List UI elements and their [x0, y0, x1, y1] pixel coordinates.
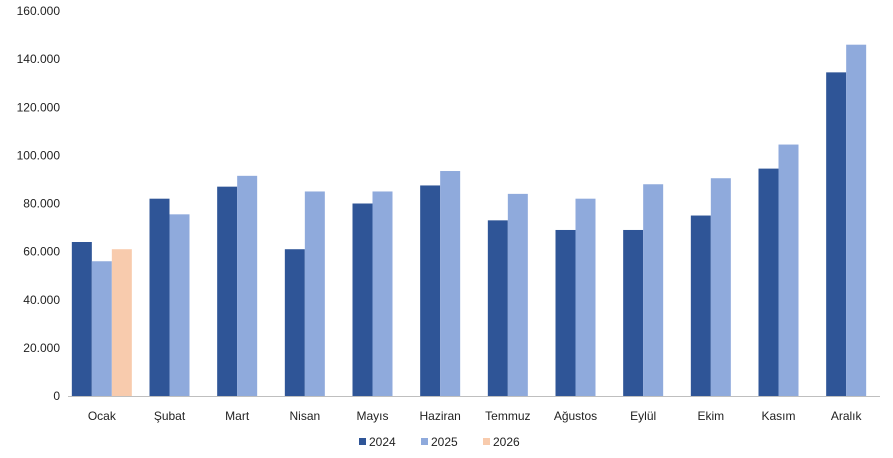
- bar-2025: [575, 198, 596, 396]
- bar-2024: [352, 203, 373, 396]
- legend: 2024 2025 2026: [359, 435, 520, 449]
- x-tick-label: Ocak: [88, 409, 117, 423]
- bar-2025: [507, 193, 528, 396]
- x-tick-label: Ekim: [697, 409, 724, 423]
- y-tick-label: 140.000: [17, 52, 61, 66]
- y-tick-label: 20.000: [23, 341, 60, 355]
- bar-2025: [440, 171, 461, 396]
- legend-label: 2026: [493, 435, 520, 449]
- bars: [71, 44, 867, 396]
- y-tick-label: 160.000: [17, 4, 61, 18]
- bar-2025: [643, 184, 664, 396]
- bar-2025: [237, 175, 258, 396]
- bar-2025: [778, 144, 799, 396]
- x-tick-label: Aralık: [831, 409, 863, 423]
- x-tick-label: Temmuz: [485, 409, 530, 423]
- bar-2025: [304, 191, 325, 396]
- bar-2025: [710, 178, 731, 396]
- bar-2024: [217, 186, 238, 396]
- x-tick-label: Haziran: [419, 409, 460, 423]
- legend-swatch-2025: [421, 438, 428, 445]
- legend-swatch-2026: [483, 438, 490, 445]
- y-tick-label: 40.000: [23, 293, 60, 307]
- legend-label: 2025: [431, 435, 458, 449]
- y-tick-label: 120.000: [17, 100, 61, 114]
- bar-2024: [758, 168, 779, 396]
- bar-2024: [284, 249, 305, 396]
- x-axis: Ocak Şubat Mart Nisan Mayıs Haziran Temmuz Ağus…: [88, 409, 863, 423]
- bar-2025: [169, 214, 190, 396]
- bar-2025: [846, 44, 867, 396]
- x-tick-label: Eylül: [630, 409, 656, 423]
- bar-2024: [71, 242, 92, 396]
- bar-2025: [91, 261, 112, 396]
- bar-2026: [111, 249, 132, 396]
- legend-swatch-2024: [359, 438, 366, 445]
- legend-label: 2024: [369, 435, 396, 449]
- bar-2024: [690, 215, 711, 396]
- bar-2024: [149, 198, 170, 396]
- y-tick-label: 0: [53, 389, 60, 403]
- bar-2024: [487, 220, 508, 396]
- bar-2024: [420, 185, 441, 396]
- bar-2025: [372, 191, 393, 396]
- y-tick-label: 100.000: [17, 148, 61, 162]
- x-tick-label: Nisan: [289, 409, 320, 423]
- x-tick-label: Şubat: [154, 409, 186, 423]
- y-tick-label: 60.000: [23, 245, 60, 259]
- x-tick-label: Mayıs: [356, 409, 388, 423]
- y-axis: 0 20.000 40.000 60.000 80.000 100.000 120.000 1…: [17, 4, 61, 403]
- y-tick-label: 80.000: [23, 197, 60, 211]
- x-tick-label: Kasım: [761, 409, 795, 423]
- x-tick-label: Ağustos: [554, 409, 597, 423]
- bar-2024: [555, 229, 576, 396]
- bar-2024: [826, 72, 847, 396]
- bar-2024: [623, 229, 644, 396]
- x-tick-label: Mart: [225, 409, 250, 423]
